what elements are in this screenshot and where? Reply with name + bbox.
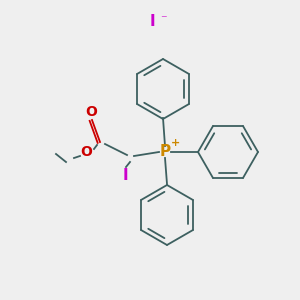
Text: +: + [171, 138, 181, 148]
Text: I: I [149, 14, 155, 29]
Text: O: O [85, 105, 97, 119]
Text: I: I [122, 167, 128, 182]
Text: P: P [159, 145, 171, 160]
Text: ⁻: ⁻ [160, 14, 166, 26]
Text: O: O [80, 145, 92, 159]
